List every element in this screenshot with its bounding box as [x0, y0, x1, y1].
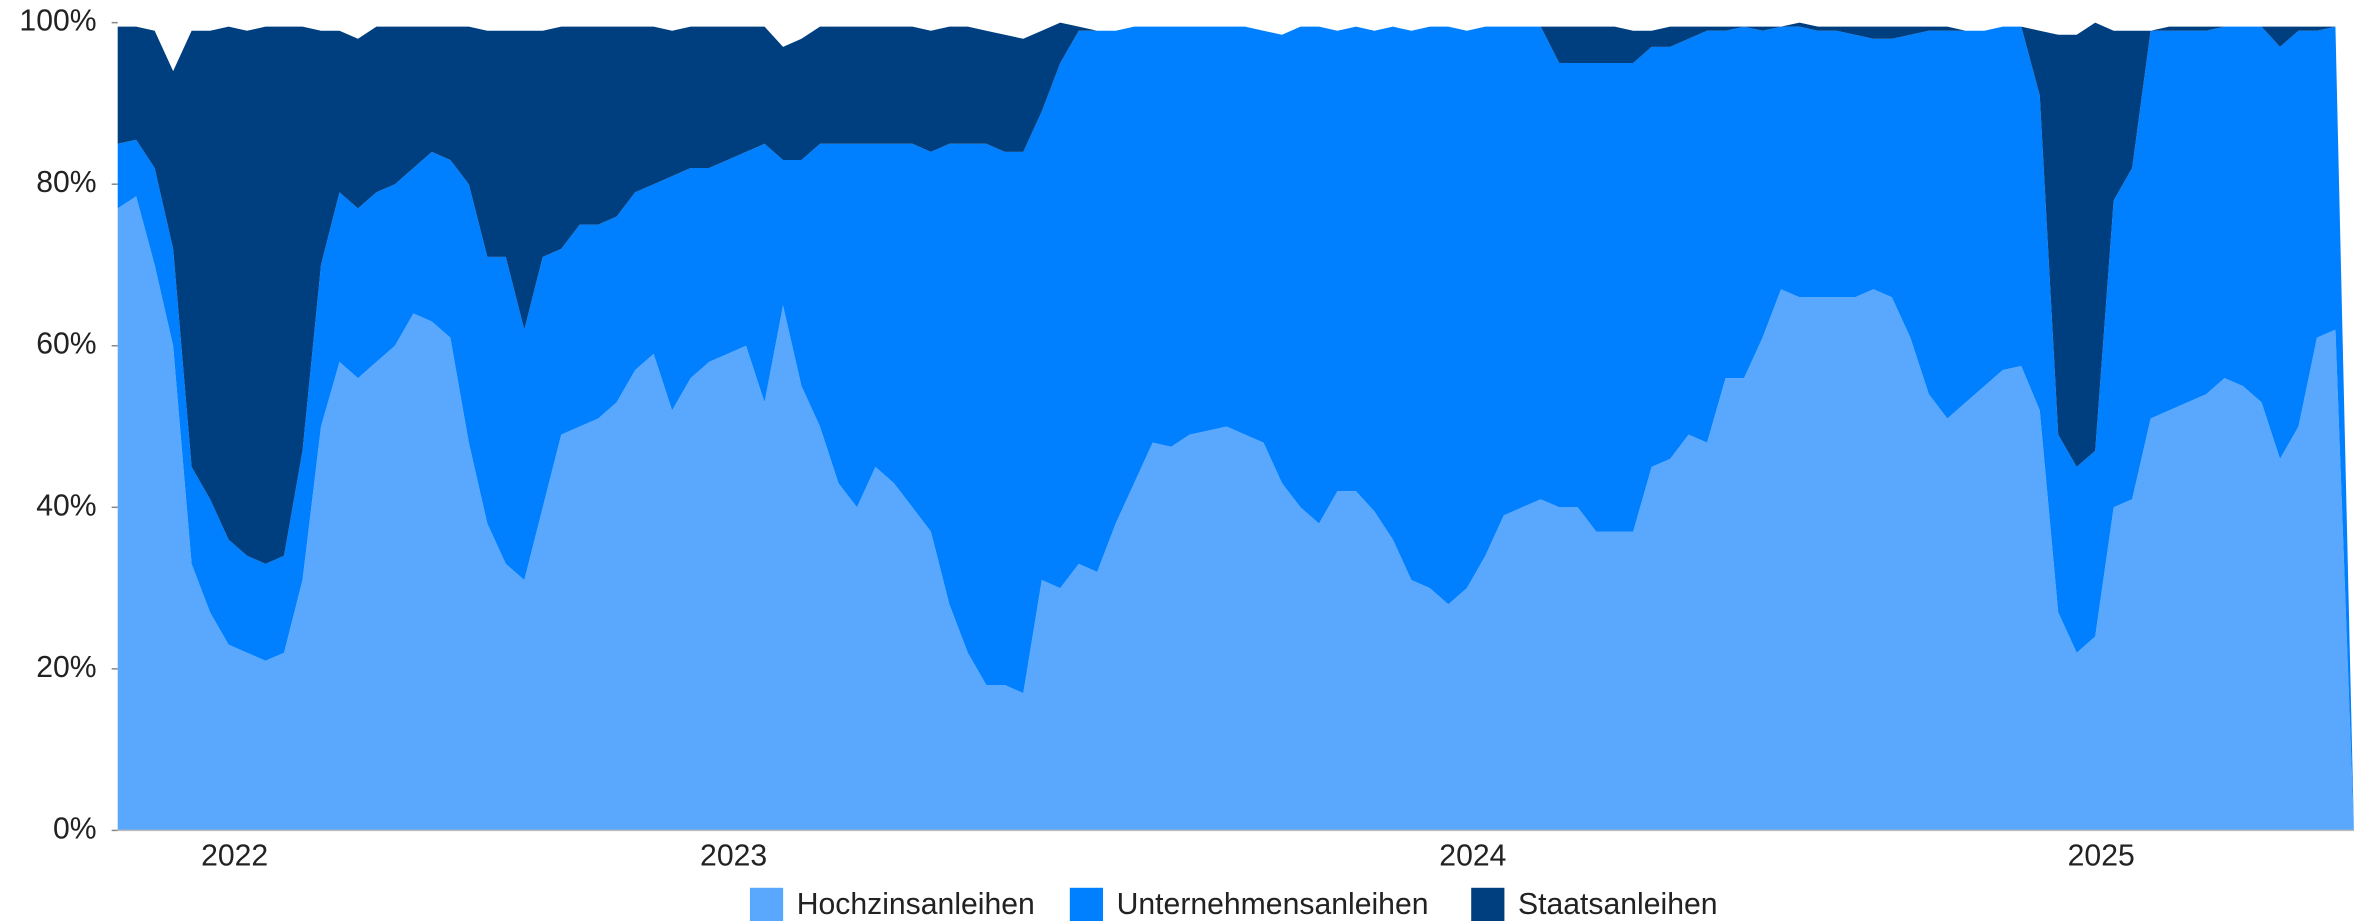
legend-label: Staatsanleihen	[1518, 888, 1718, 921]
area	[117, 196, 2354, 831]
y-tick-label: 0%	[53, 812, 97, 845]
y-tick-label: 60%	[36, 328, 96, 361]
x-tick-label: 2022	[201, 840, 268, 873]
y-tick-label: 20%	[36, 651, 96, 684]
legend-label: Unternehmensanleihen	[1117, 888, 1429, 921]
legend-swatch	[1069, 887, 1104, 921]
legend-swatch	[749, 887, 784, 921]
x-tick-label: 2025	[2068, 840, 2135, 873]
area	[117, 22, 2354, 831]
x-tick-label: 2024	[1439, 840, 1506, 873]
y-tick-label: 100%	[19, 5, 96, 38]
y-tick-label: 80%	[36, 166, 96, 199]
legend-label: Hochzinsanleihen	[797, 888, 1035, 921]
y-tick-label: 40%	[36, 489, 96, 522]
x-tick-label: 2023	[700, 840, 767, 873]
legend-swatch	[1471, 887, 1505, 921]
area	[117, 26, 2354, 831]
